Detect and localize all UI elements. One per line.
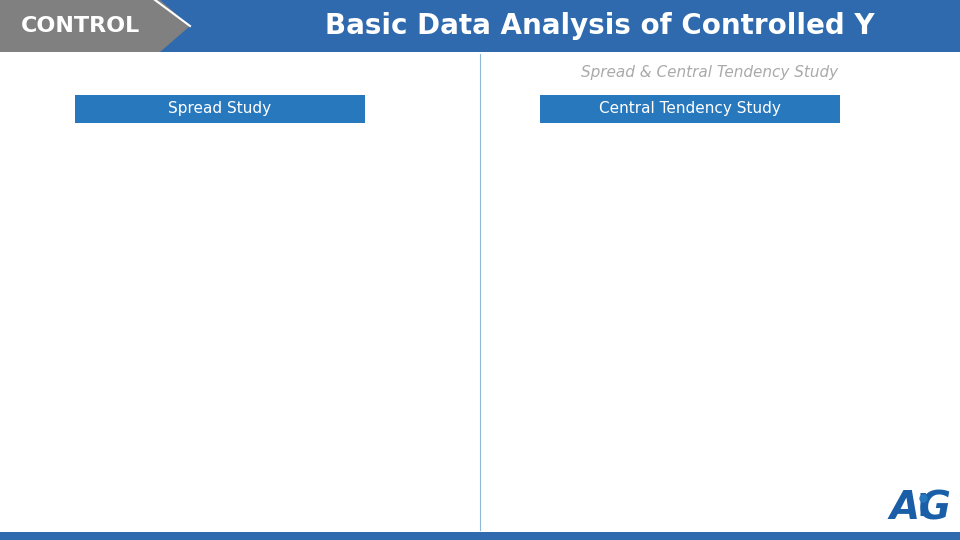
Text: Spread & Central Tendency Study: Spread & Central Tendency Study (582, 64, 839, 79)
Text: Central Tendency Study: Central Tendency Study (599, 102, 780, 117)
Polygon shape (160, 0, 190, 52)
Text: A: A (890, 489, 920, 527)
Text: Basic Data Analysis of Controlled Y: Basic Data Analysis of Controlled Y (325, 12, 875, 40)
Text: Spread Study: Spread Study (168, 102, 272, 117)
Bar (0, 0, 160, 52)
Text: i: i (918, 494, 928, 523)
Bar (540, 95, 840, 123)
Bar (75, 95, 365, 123)
Text: CONTROL: CONTROL (20, 16, 139, 36)
Text: G: G (919, 489, 951, 527)
Bar (0, 0, 960, 52)
Bar (0, 532, 960, 540)
